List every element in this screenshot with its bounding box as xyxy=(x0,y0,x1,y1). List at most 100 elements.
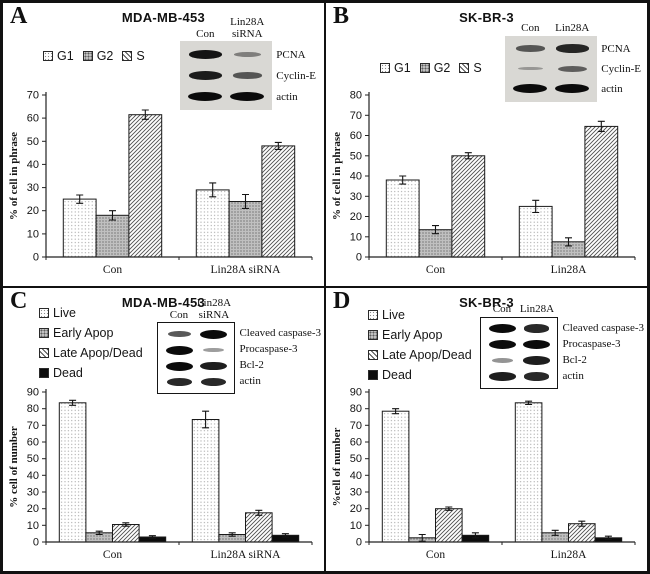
blot-band-row xyxy=(485,369,553,385)
y-tick-label: 50 xyxy=(350,453,362,465)
blot-band-cell xyxy=(485,372,519,381)
error-bar xyxy=(228,532,236,537)
legend-swatch-dots-light xyxy=(368,310,378,320)
blot-band-cell xyxy=(226,52,268,57)
blot-band-row xyxy=(162,358,230,374)
protein-band xyxy=(232,72,262,79)
blot-row-labels: PCNA Cyclin-E actin xyxy=(276,41,316,107)
error-bar xyxy=(141,109,149,120)
category-label: Lin28A xyxy=(551,549,587,561)
legend-item: G2 xyxy=(82,49,114,63)
protein-band xyxy=(200,361,227,371)
y-tick-label: 10 xyxy=(350,231,362,243)
category-label: Con xyxy=(103,549,122,561)
y-tick-label: 30 xyxy=(27,182,39,194)
error-bar xyxy=(109,210,116,221)
bar xyxy=(112,524,140,543)
blot-column-labels: Con Lin28A siRNA xyxy=(180,16,272,40)
legend-label: G2 xyxy=(96,49,114,63)
legend-swatch-dots-light xyxy=(43,51,53,61)
y-axis-label: % of cell in phrase xyxy=(8,132,20,220)
protein-band xyxy=(188,71,222,80)
bar xyxy=(191,419,220,543)
legend-swatch-hatch xyxy=(122,51,133,61)
protein-band xyxy=(523,372,550,381)
y-tick-label: 20 xyxy=(350,503,362,515)
bar xyxy=(435,508,463,543)
blot-band-cell xyxy=(551,44,593,53)
protein-band xyxy=(488,340,516,349)
bar xyxy=(451,155,486,258)
blot-band-row xyxy=(509,59,593,79)
legend-item: Late Apop/Dead xyxy=(368,348,472,362)
blot-body: Cleaved caspase-3 Procaspase-3 Bcl-2 actin xyxy=(480,316,644,389)
legend-swatch-solid xyxy=(39,368,49,378)
protein-band xyxy=(523,356,550,365)
error-bar xyxy=(525,400,533,406)
legend-label: Late Apop/Dead xyxy=(382,348,472,362)
legend-label: S xyxy=(136,49,145,63)
blot-band-cell xyxy=(196,329,230,339)
blot-row-label: actin xyxy=(601,82,623,95)
y-tick-label: 40 xyxy=(350,470,362,482)
y-tick-label: 40 xyxy=(350,171,362,183)
blot-body: PCNA Cyclin-E actin xyxy=(180,41,316,110)
error-bar xyxy=(604,535,612,541)
blot-row-labels: PCNA Cyclin-E actin xyxy=(601,36,641,99)
error-bar xyxy=(418,533,426,542)
blot-band-row xyxy=(485,337,553,353)
chart-legend: Live Early Apop Late Apop/Dead Dead xyxy=(368,308,472,382)
protein-band xyxy=(203,347,224,353)
protein-band xyxy=(165,345,193,355)
error-bar xyxy=(464,152,472,160)
protein-band xyxy=(491,358,514,363)
blot-band-cell xyxy=(519,324,553,333)
y-tick-label: 90 xyxy=(350,387,362,399)
legend-item: Live xyxy=(368,308,472,322)
y-tick-label: 80 xyxy=(27,403,39,415)
y-tick-label: 60 xyxy=(27,113,39,125)
legend-item: Early Apop xyxy=(368,328,472,342)
western-blot-inset: Con Lin28A siRNA PCNA Cyclin-E actin xyxy=(180,16,316,110)
bar-chart: 0 10 20 30 40 50 60 70 80 Con Lin28A % of cell in p… xyxy=(331,90,636,276)
legend-label: Dead xyxy=(382,368,412,382)
blot-band-cell xyxy=(184,71,226,80)
blot-row-labels: Cleaved caspase-3 Procaspase-3 Bcl-2 actin xyxy=(562,317,644,384)
legend-label: Dead xyxy=(53,366,83,380)
error-bar xyxy=(565,237,572,247)
panel-c: C MDA-MB-453 Live Early Apop Late Apop/Dea… xyxy=(2,287,325,572)
blot-column-label: Con xyxy=(521,22,540,34)
legend-label: Live xyxy=(53,306,76,320)
y-tick-label: 40 xyxy=(27,470,39,482)
blot-row-label: PCNA xyxy=(601,42,631,55)
blot-column-labels: Con Lin28A siRNA xyxy=(157,297,235,321)
y-tick-label: 50 xyxy=(350,150,362,162)
protein-band xyxy=(515,45,545,52)
protein-band xyxy=(513,84,548,93)
legend-label: G2 xyxy=(433,61,451,75)
legend-swatch-solid xyxy=(368,370,378,380)
blot-band-cell xyxy=(196,377,230,387)
blot-band-row xyxy=(184,65,268,86)
legend-swatch-dots-gray xyxy=(39,328,49,338)
legend-swatch-dots-gray xyxy=(368,330,378,340)
panel-letter: B xyxy=(333,3,350,29)
category-label: Lin28A xyxy=(551,264,587,276)
bar xyxy=(228,201,263,258)
blot-band-cell xyxy=(519,340,553,349)
bar xyxy=(62,198,97,258)
legend-swatch-dots-light xyxy=(39,308,49,318)
legend-item: S xyxy=(459,61,482,75)
legend-item: G2 xyxy=(419,61,451,75)
blot-column-labels: Con Lin28A xyxy=(505,22,597,35)
blot-column-label: Lin28A siRNA xyxy=(196,297,232,321)
legend-label: G1 xyxy=(394,61,411,75)
protein-band xyxy=(555,84,590,93)
blot-membrane xyxy=(480,316,559,389)
y-tick-label: 20 xyxy=(27,503,39,515)
blot-band-row xyxy=(509,79,593,99)
error-bar xyxy=(281,533,289,538)
blot-column-label: Lin28A xyxy=(519,303,555,315)
category-label: Lin28A siRNA xyxy=(211,549,282,561)
legend-label: Live xyxy=(382,308,405,322)
